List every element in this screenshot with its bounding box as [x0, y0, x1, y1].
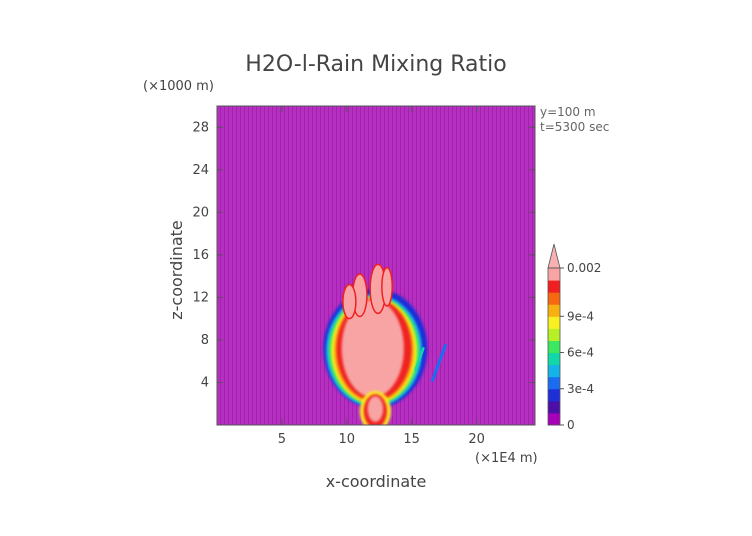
- colorbar-over-arrow: [547, 243, 561, 269]
- y-axis: 4 8 12 16 20 24 28: [192, 120, 535, 390]
- y-tick-label: 16: [192, 248, 209, 263]
- field-contours: [323, 263, 447, 425]
- y-tick-label: 8: [201, 333, 209, 348]
- colorbar-label: 6e-4: [567, 346, 594, 360]
- colorbar-segment: [548, 388, 560, 402]
- colorbar-segment: [548, 412, 560, 426]
- colorbar-label: 0: [567, 418, 575, 432]
- colorbar-segment: [548, 376, 560, 390]
- contour-region: [342, 283, 357, 320]
- x-axis-label: x-coordinate: [326, 472, 427, 491]
- y-units-label: (×1000 m): [143, 79, 214, 94]
- x-units-label: (×1E4 m): [475, 451, 538, 466]
- y-tick-label: 20: [192, 205, 209, 220]
- x-tick-label: 5: [278, 432, 286, 447]
- colorbar-label: 3e-4: [567, 382, 594, 396]
- info-line-t: t=5300 sec: [540, 120, 609, 134]
- colorbar-label: 0.002: [567, 261, 601, 275]
- x-tick-label: 10: [339, 432, 356, 447]
- plot-frame: [216, 105, 536, 426]
- y-axis-label: z-coordinate: [167, 220, 186, 320]
- colorbar-segment: [548, 328, 560, 341]
- colorbar-segment: [548, 340, 560, 354]
- colorbar-segment: [548, 316, 560, 329]
- colorbar-label: 9e-4: [567, 309, 594, 323]
- contour-region: [367, 396, 384, 422]
- x-tick-label: 20: [468, 432, 485, 447]
- info-line-y: y=100 m: [540, 105, 596, 119]
- contour-region: [414, 347, 425, 371]
- y-tick-label: 4: [201, 375, 209, 390]
- colorbar-segment: [548, 352, 560, 366]
- chart-title: H2O-l-Rain Mixing Ratio: [245, 52, 506, 77]
- colorbar-segment: [548, 292, 560, 305]
- x-tick-label: 15: [403, 432, 420, 447]
- contour-region: [430, 343, 447, 382]
- y-tick-label: 24: [192, 163, 209, 178]
- colorbar-segment: [548, 268, 560, 281]
- colorbar-segment: [548, 364, 560, 378]
- colorbar-segment: [548, 400, 560, 414]
- colorbar: 0 3e-4 6e-4 9e-4 0.002: [547, 243, 601, 432]
- colorbar-segment: [548, 280, 560, 293]
- colorbar-segment: [548, 304, 560, 317]
- contour-region: [381, 266, 393, 307]
- y-tick-label: 12: [192, 290, 209, 305]
- y-tick-label: 28: [192, 120, 209, 135]
- colorbar-frame: [547, 267, 561, 426]
- x-axis: 5 10 15 20: [278, 106, 485, 447]
- contour-region: [341, 299, 404, 398]
